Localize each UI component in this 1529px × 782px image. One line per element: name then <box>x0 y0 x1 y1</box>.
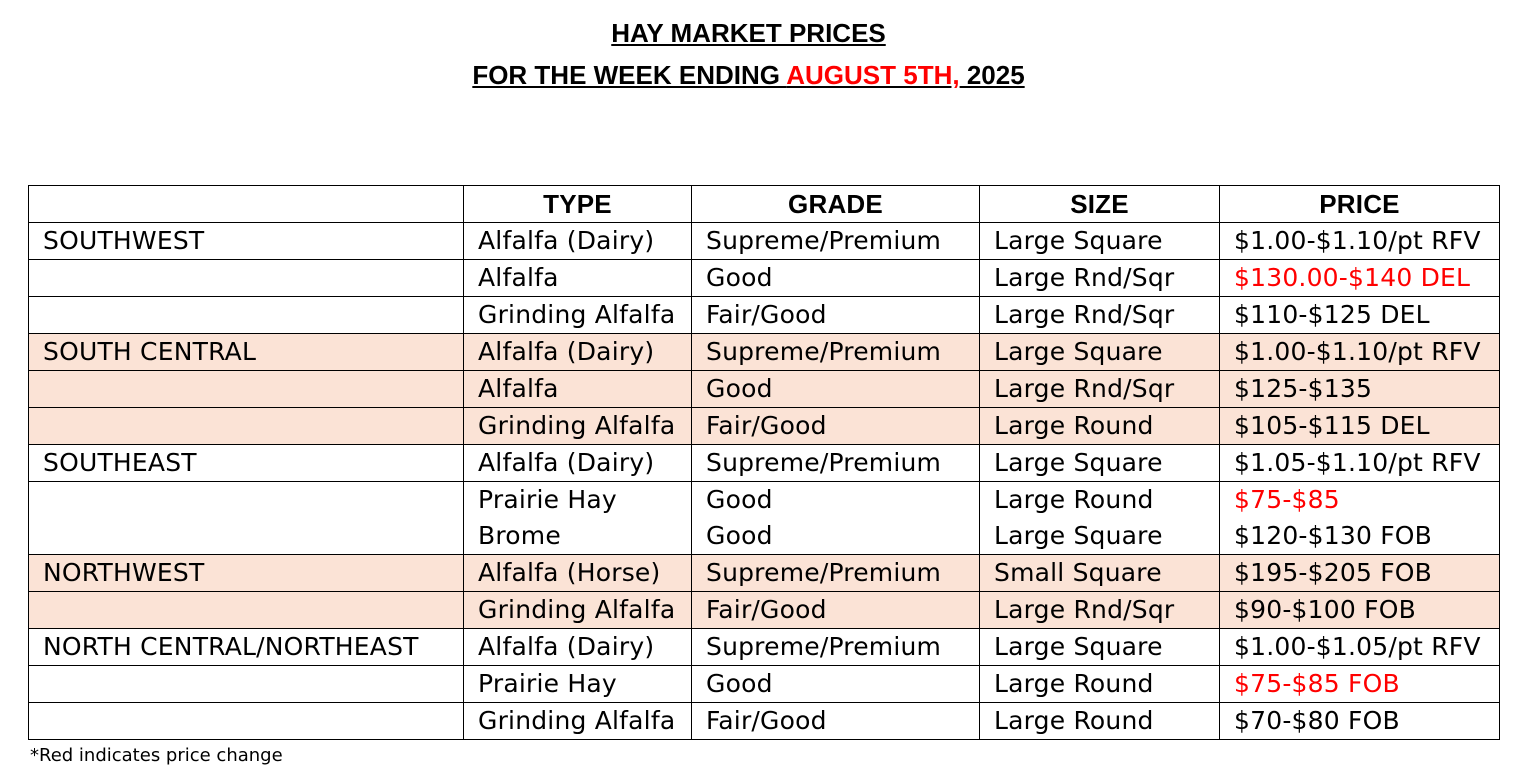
size-cell: Large Rnd/Sqr <box>979 259 1220 297</box>
price-cell: $70-$80 FOB <box>1219 702 1500 740</box>
grade-cell: Good <box>691 518 980 555</box>
grade-cell: Supreme/Premium <box>691 554 980 592</box>
region-cell: NORTH CENTRAL/NORTHEAST <box>28 628 464 666</box>
price-cell: $130.00-$140 DEL <box>1219 259 1500 297</box>
price-cell: $105-$115 DEL <box>1219 407 1500 445</box>
region-cell <box>28 665 464 703</box>
region-cell <box>28 296 464 334</box>
price-cell: $1.00-$1.10/pt RFV <box>1219 222 1500 260</box>
table-row: Grinding Alfalfa Fair/Good Large Round $105… <box>28 407 1500 445</box>
type-cell: Alfalfa (Horse) <box>463 554 692 592</box>
grade-cell: Supreme/Premium <box>691 333 980 371</box>
table-header-row: TYPE GRADE SIZE PRICE <box>28 185 1500 223</box>
size-cell: Large Square <box>979 628 1220 666</box>
page-title: HAY MARKET PRICES <box>0 18 1497 49</box>
header-price: PRICE <box>1219 185 1500 223</box>
table-row: Grinding Alfalfa Fair/Good Large Round $70-… <box>28 702 1500 740</box>
size-cell: Large Round <box>979 481 1220 518</box>
type-cell: Alfalfa <box>463 259 692 297</box>
table-row: SOUTHEAST Alfalfa (Dairy) Supreme/Premium L… <box>28 444 1500 482</box>
type-cell: Grinding Alfalfa <box>463 702 692 740</box>
footnote: *Red indicates price change <box>30 745 283 766</box>
grade-cell: Good <box>691 370 980 408</box>
region-cell <box>28 591 464 629</box>
size-cell: Large Rnd/Sqr <box>979 370 1220 408</box>
grade-cell: Fair/Good <box>691 591 980 629</box>
grade-cell: Good <box>691 665 980 703</box>
price-cell: $195-$205 FOB <box>1219 554 1500 592</box>
table-row: NORTHWEST Alfalfa (Horse) Supreme/Premium S… <box>28 554 1500 592</box>
size-cell: Large Square <box>979 333 1220 371</box>
type-cell: Grinding Alfalfa <box>463 407 692 445</box>
price-cell: $1.00-$1.05/pt RFV <box>1219 628 1500 666</box>
hay-price-table: TYPE GRADE SIZE PRICE SOUTHWEST Alfalfa (… <box>28 185 1500 740</box>
type-cell: Alfalfa (Dairy) <box>463 333 692 371</box>
header-type: TYPE <box>463 185 692 223</box>
table-row: Grinding Alfalfa Fair/Good Large Rnd/Sqr $1… <box>28 296 1500 334</box>
header-grade: GRADE <box>691 185 980 223</box>
size-cell: Large Square <box>979 222 1220 260</box>
price-cell: $110-$125 DEL <box>1219 296 1500 334</box>
type-cell: Alfalfa (Dairy) <box>463 628 692 666</box>
size-cell: Large Square <box>979 444 1220 482</box>
title-line-2-prefix: FOR THE WEEK ENDING <box>472 60 787 90</box>
grade-cell: Fair/Good <box>691 702 980 740</box>
price-cell: $1.05-$1.10/pt RFV <box>1219 444 1500 482</box>
table-row: Prairie Hay Good Large Round $75-$85 <box>28 481 1500 518</box>
table-row: Brome Good Large Square $120-$130 FOB <box>28 518 1500 555</box>
region-cell <box>28 370 464 408</box>
type-cell: Prairie Hay <box>463 481 692 518</box>
type-cell: Alfalfa (Dairy) <box>463 444 692 482</box>
type-cell: Prairie Hay <box>463 665 692 703</box>
price-cell: $1.00-$1.10/pt RFV <box>1219 333 1500 371</box>
region-cell <box>28 702 464 740</box>
grade-cell: Fair/Good <box>691 407 980 445</box>
grade-cell: Fair/Good <box>691 296 980 334</box>
region-cell: SOUTHWEST <box>28 222 464 260</box>
type-cell: Brome <box>463 518 692 555</box>
region-cell <box>28 407 464 445</box>
region-cell <box>28 259 464 297</box>
grade-cell: Good <box>691 481 980 518</box>
page-subtitle: FOR THE WEEK ENDING AUGUST 5TH, 2025 <box>0 60 1497 91</box>
size-cell: Large Round <box>979 407 1220 445</box>
table-row: Prairie Hay Good Large Round $75-$85 FOB <box>28 665 1500 703</box>
size-cell: Large Round <box>979 665 1220 703</box>
header-size: SIZE <box>979 185 1220 223</box>
size-cell: Large Rnd/Sqr <box>979 296 1220 334</box>
size-cell: Small Square <box>979 554 1220 592</box>
price-cell: $75-$85 FOB <box>1219 665 1500 703</box>
grade-cell: Good <box>691 259 980 297</box>
price-cell: $125-$135 <box>1219 370 1500 408</box>
week-ending-date: AUGUST 5TH, <box>786 60 960 90</box>
type-cell: Grinding Alfalfa <box>463 591 692 629</box>
region-cell <box>28 518 464 555</box>
title-line-1: HAY MARKET PRICES <box>611 18 886 48</box>
region-cell: NORTHWEST <box>28 554 464 592</box>
size-cell: Large Square <box>979 518 1220 555</box>
size-cell: Large Round <box>979 702 1220 740</box>
table-row: SOUTHWEST Alfalfa (Dairy) Supreme/Premium L… <box>28 222 1500 260</box>
price-cell: $120-$130 FOB <box>1219 518 1500 555</box>
table-row: Alfalfa Good Large Rnd/Sqr $125-$135 <box>28 370 1500 408</box>
price-cell: $90-$100 FOB <box>1219 591 1500 629</box>
table-row: Alfalfa Good Large Rnd/Sqr $130.00-$140 DEL <box>28 259 1500 297</box>
header-region <box>28 185 464 223</box>
type-cell: Grinding Alfalfa <box>463 296 692 334</box>
size-cell: Large Rnd/Sqr <box>979 591 1220 629</box>
grade-cell: Supreme/Premium <box>691 222 980 260</box>
week-ending-year: 2025 <box>959 60 1025 90</box>
region-cell: SOUTHEAST <box>28 444 464 482</box>
type-cell: Alfalfa <box>463 370 692 408</box>
grade-cell: Supreme/Premium <box>691 444 980 482</box>
grade-cell: Supreme/Premium <box>691 628 980 666</box>
table-row: SOUTH CENTRAL Alfalfa (Dairy) Supreme/Prem… <box>28 333 1500 371</box>
price-cell: $75-$85 <box>1219 481 1500 518</box>
table-row: Grinding Alfalfa Fair/Good Large Rnd/Sqr $9… <box>28 591 1500 629</box>
region-cell <box>28 481 464 518</box>
table-row: NORTH CENTRAL/NORTHEAST Alfalfa (Dairy) Su… <box>28 628 1500 666</box>
type-cell: Alfalfa (Dairy) <box>463 222 692 260</box>
region-cell: SOUTH CENTRAL <box>28 333 464 371</box>
